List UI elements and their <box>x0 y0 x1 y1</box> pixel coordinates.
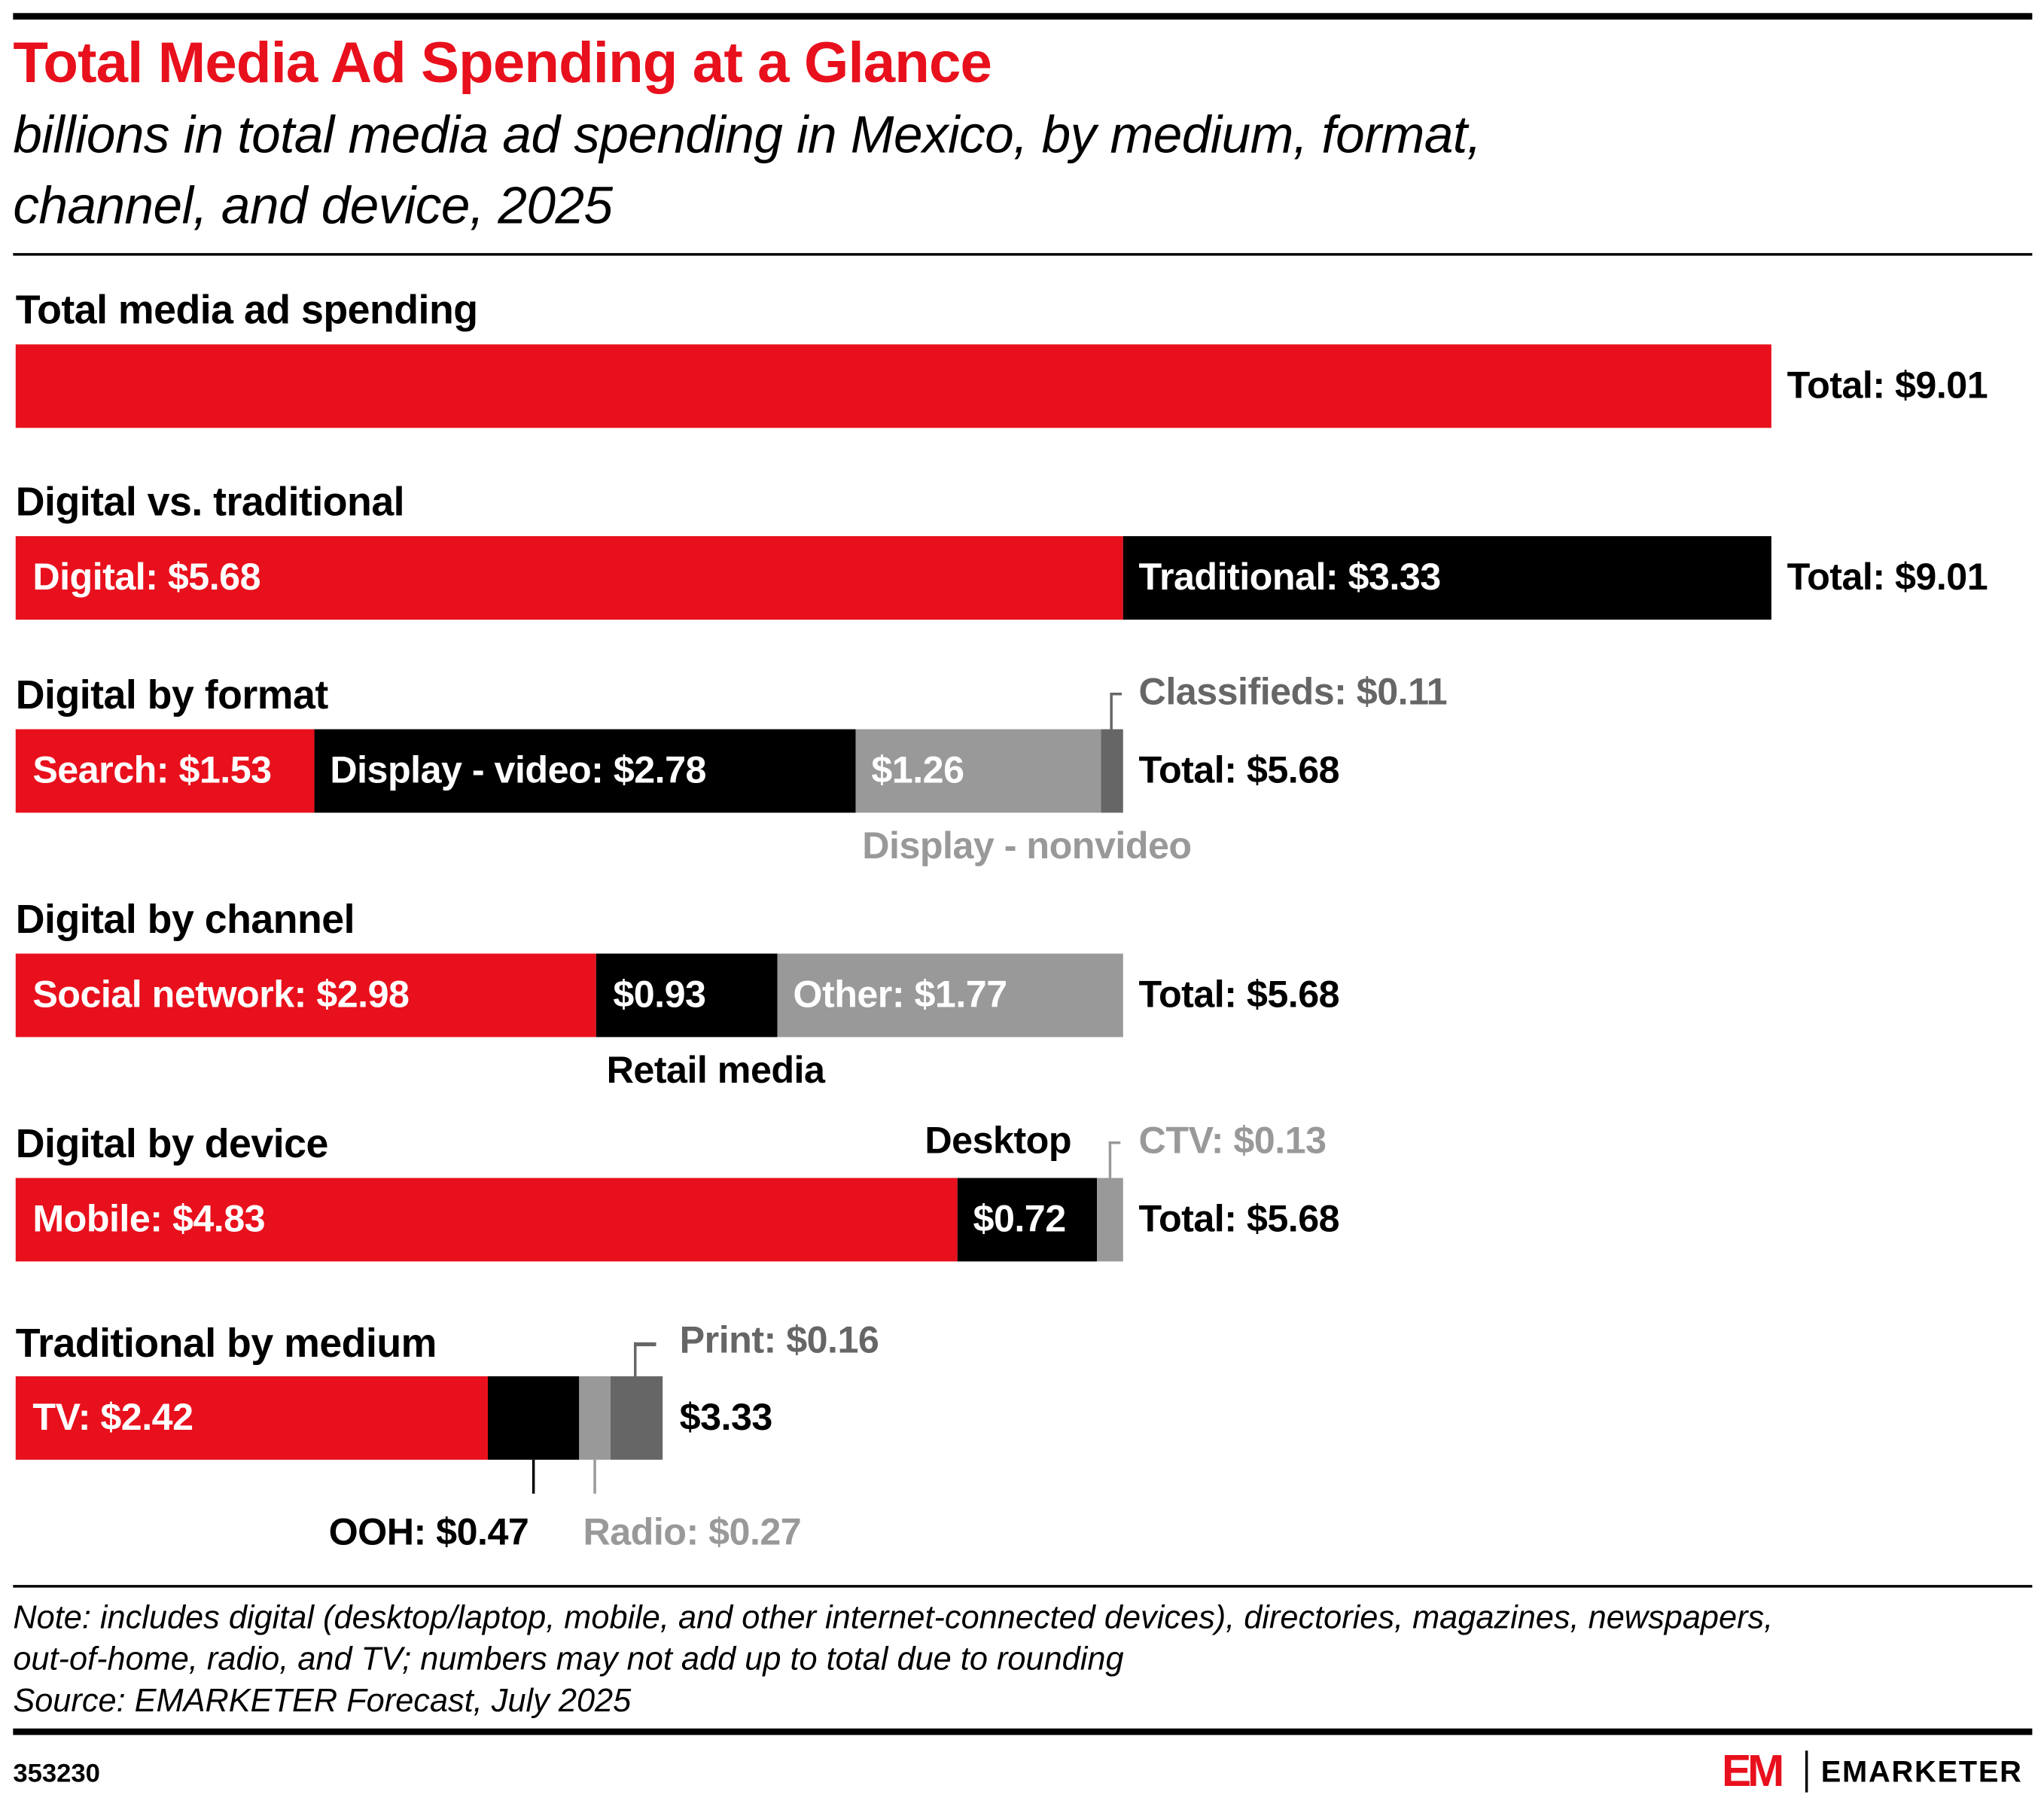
bar-row-digital-device <box>0 1178 2044 1262</box>
leader-tick-ctv <box>1108 1141 1121 1144</box>
bar-segment-retail-media <box>596 953 778 1038</box>
note-line2: out-of-home, radio, and TV; numbers may … <box>13 1641 1124 1678</box>
data-label-traditional: Traditional: $3.33 <box>1138 556 1442 599</box>
leader-line-classifieds <box>1110 693 1113 730</box>
data-label-tv: TV: $2.42 <box>32 1397 193 1440</box>
source-text: Source: EMARKETER Forecast, July 2025 <box>13 1683 632 1720</box>
callout-display-nonvideo: Display - nonvideo <box>862 825 1192 868</box>
logo-mark: EM <box>1722 1746 1784 1796</box>
total-label: Total: $9.01 <box>1787 365 1988 407</box>
data-label-desktop: $0.72 <box>973 1199 1067 1241</box>
bar-segment-display-video <box>313 729 856 813</box>
bar-segment-ooh <box>487 1376 579 1460</box>
bar-row-traditional-medium <box>0 1376 2044 1460</box>
data-label-search: Search: $1.53 <box>32 750 272 792</box>
row-label-digital-channel: Digital by channel <box>15 896 355 942</box>
leader-line-ctv <box>1108 1141 1112 1178</box>
row-label-digital-format: Digital by format <box>15 672 328 718</box>
data-label-other: Other: $1.77 <box>793 974 1007 1016</box>
header-rule <box>13 253 2033 256</box>
callout-radio: Radio: $0.27 <box>583 1512 802 1554</box>
bar-segment-print <box>610 1376 663 1460</box>
data-label-mobile: Mobile: $4.83 <box>32 1199 266 1241</box>
bar-row-total <box>0 344 2044 428</box>
total-label: Total: $5.68 <box>1138 1199 1340 1241</box>
bar-segment-mobile <box>15 1178 957 1262</box>
data-label-retail-media: $0.93 <box>613 974 706 1016</box>
callout-ooh: OOH: $0.47 <box>328 1512 529 1554</box>
bar-row-digital-channel <box>0 953 2044 1038</box>
data-label-digital: Digital: $5.68 <box>32 556 261 599</box>
logo-divider <box>1805 1751 1808 1793</box>
bar-segment-classifieds <box>1101 729 1123 813</box>
row-label-traditional-medium: Traditional by medium <box>15 1320 437 1367</box>
total-label: Total: $5.68 <box>1138 750 1340 792</box>
chart-title: Total Media Ad Spending at a Glance <box>13 31 992 96</box>
bar-segment-radio <box>578 1376 611 1460</box>
footer-rule <box>13 1728 2033 1735</box>
total-label: Total: $5.68 <box>1138 974 1340 1016</box>
bar-segment-social-network <box>15 953 597 1038</box>
note-rule <box>13 1585 2033 1588</box>
logo-name: EMARKETER <box>1820 1754 2023 1789</box>
row-label-total: Total media ad spending <box>15 287 478 333</box>
bar-row-digital-vs-traditional <box>0 536 2044 620</box>
row-label-digital-vs-traditional: Digital vs. traditional <box>15 478 405 525</box>
note-line1: Note: includes digital (desktop/laptop, … <box>13 1599 1774 1636</box>
data-label-social-network: Social network: $2.98 <box>32 974 410 1016</box>
callout-print: Print: $0.16 <box>679 1320 879 1362</box>
leader-line-print <box>634 1342 637 1376</box>
top-rule <box>13 13 2033 20</box>
bar-segment-digital <box>15 536 1123 620</box>
bar-segment-total <box>15 344 1771 428</box>
bar-segment-ctv <box>1097 1178 1123 1262</box>
bar-segment-display-nonvideo <box>855 729 1101 813</box>
total-label: $3.33 <box>679 1397 773 1440</box>
data-label-display-video: Display - video: $2.78 <box>330 750 706 792</box>
total-label: Total: $9.01 <box>1787 556 1988 599</box>
leader-tick-classifieds <box>1110 693 1123 696</box>
leader-line-radio <box>593 1459 596 1494</box>
chart-subtitle-line1: billions in total media ad spending in M… <box>13 107 1482 165</box>
bar-segment-traditional <box>1122 536 1771 620</box>
leader-tick-print <box>634 1342 656 1347</box>
bar-segment-desktop <box>956 1178 1098 1262</box>
bar-segment-tv <box>15 1376 488 1460</box>
callout-retail-media: Retail media <box>606 1050 825 1092</box>
chart-id: 353230 <box>13 1760 100 1789</box>
bar-segment-other <box>777 953 1123 1038</box>
leader-line-ooh <box>532 1459 535 1494</box>
callout-desktop: Desktop <box>925 1120 1072 1163</box>
callout-classifieds: Classifieds: $0.11 <box>1138 672 1448 714</box>
data-label-display-nonvideo: $1.26 <box>871 750 964 792</box>
row-label-digital-device: Digital by device <box>15 1120 329 1166</box>
bar-segment-search <box>15 729 314 813</box>
callout-ctv: CTV: $0.13 <box>1138 1120 1327 1163</box>
bar-row-digital-format <box>0 729 2044 813</box>
chart-subtitle-line2: channel, and device, 2025 <box>13 177 613 235</box>
